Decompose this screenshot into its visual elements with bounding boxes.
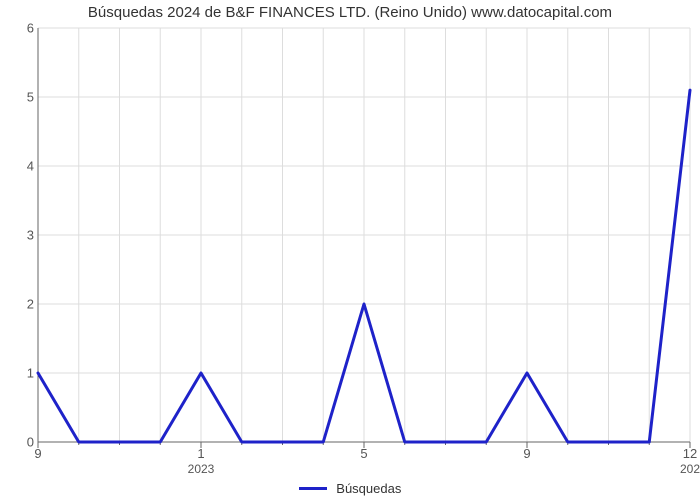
legend: Búsquedas [0, 480, 700, 496]
searches-line-chart: Búsquedas 2024 de B&F FINANCES LTD. (Rei… [0, 0, 700, 500]
y-tick-label: 3 [4, 228, 34, 243]
y-tick-label: 0 [4, 435, 34, 450]
legend-swatch [299, 487, 327, 490]
x-tick-label: 9 [523, 446, 530, 461]
chart-title: Búsquedas 2024 de B&F FINANCES LTD. (Rei… [0, 4, 700, 21]
x-year-label: 2023 [188, 462, 215, 476]
x-tick-label: 5 [360, 446, 367, 461]
y-tick-label: 6 [4, 21, 34, 36]
y-tick-label: 1 [4, 366, 34, 381]
x-tick-label: 9 [34, 446, 41, 461]
y-tick-label: 2 [4, 297, 34, 312]
x-tick-label: 12 [683, 446, 697, 461]
y-tick-label: 4 [4, 159, 34, 174]
x-tick-label: 1 [197, 446, 204, 461]
legend-label: Búsquedas [336, 481, 401, 496]
x-year-label: 202 [680, 462, 700, 476]
chart-svg [38, 28, 690, 442]
y-tick-label: 5 [4, 90, 34, 105]
plot-area [38, 28, 690, 442]
